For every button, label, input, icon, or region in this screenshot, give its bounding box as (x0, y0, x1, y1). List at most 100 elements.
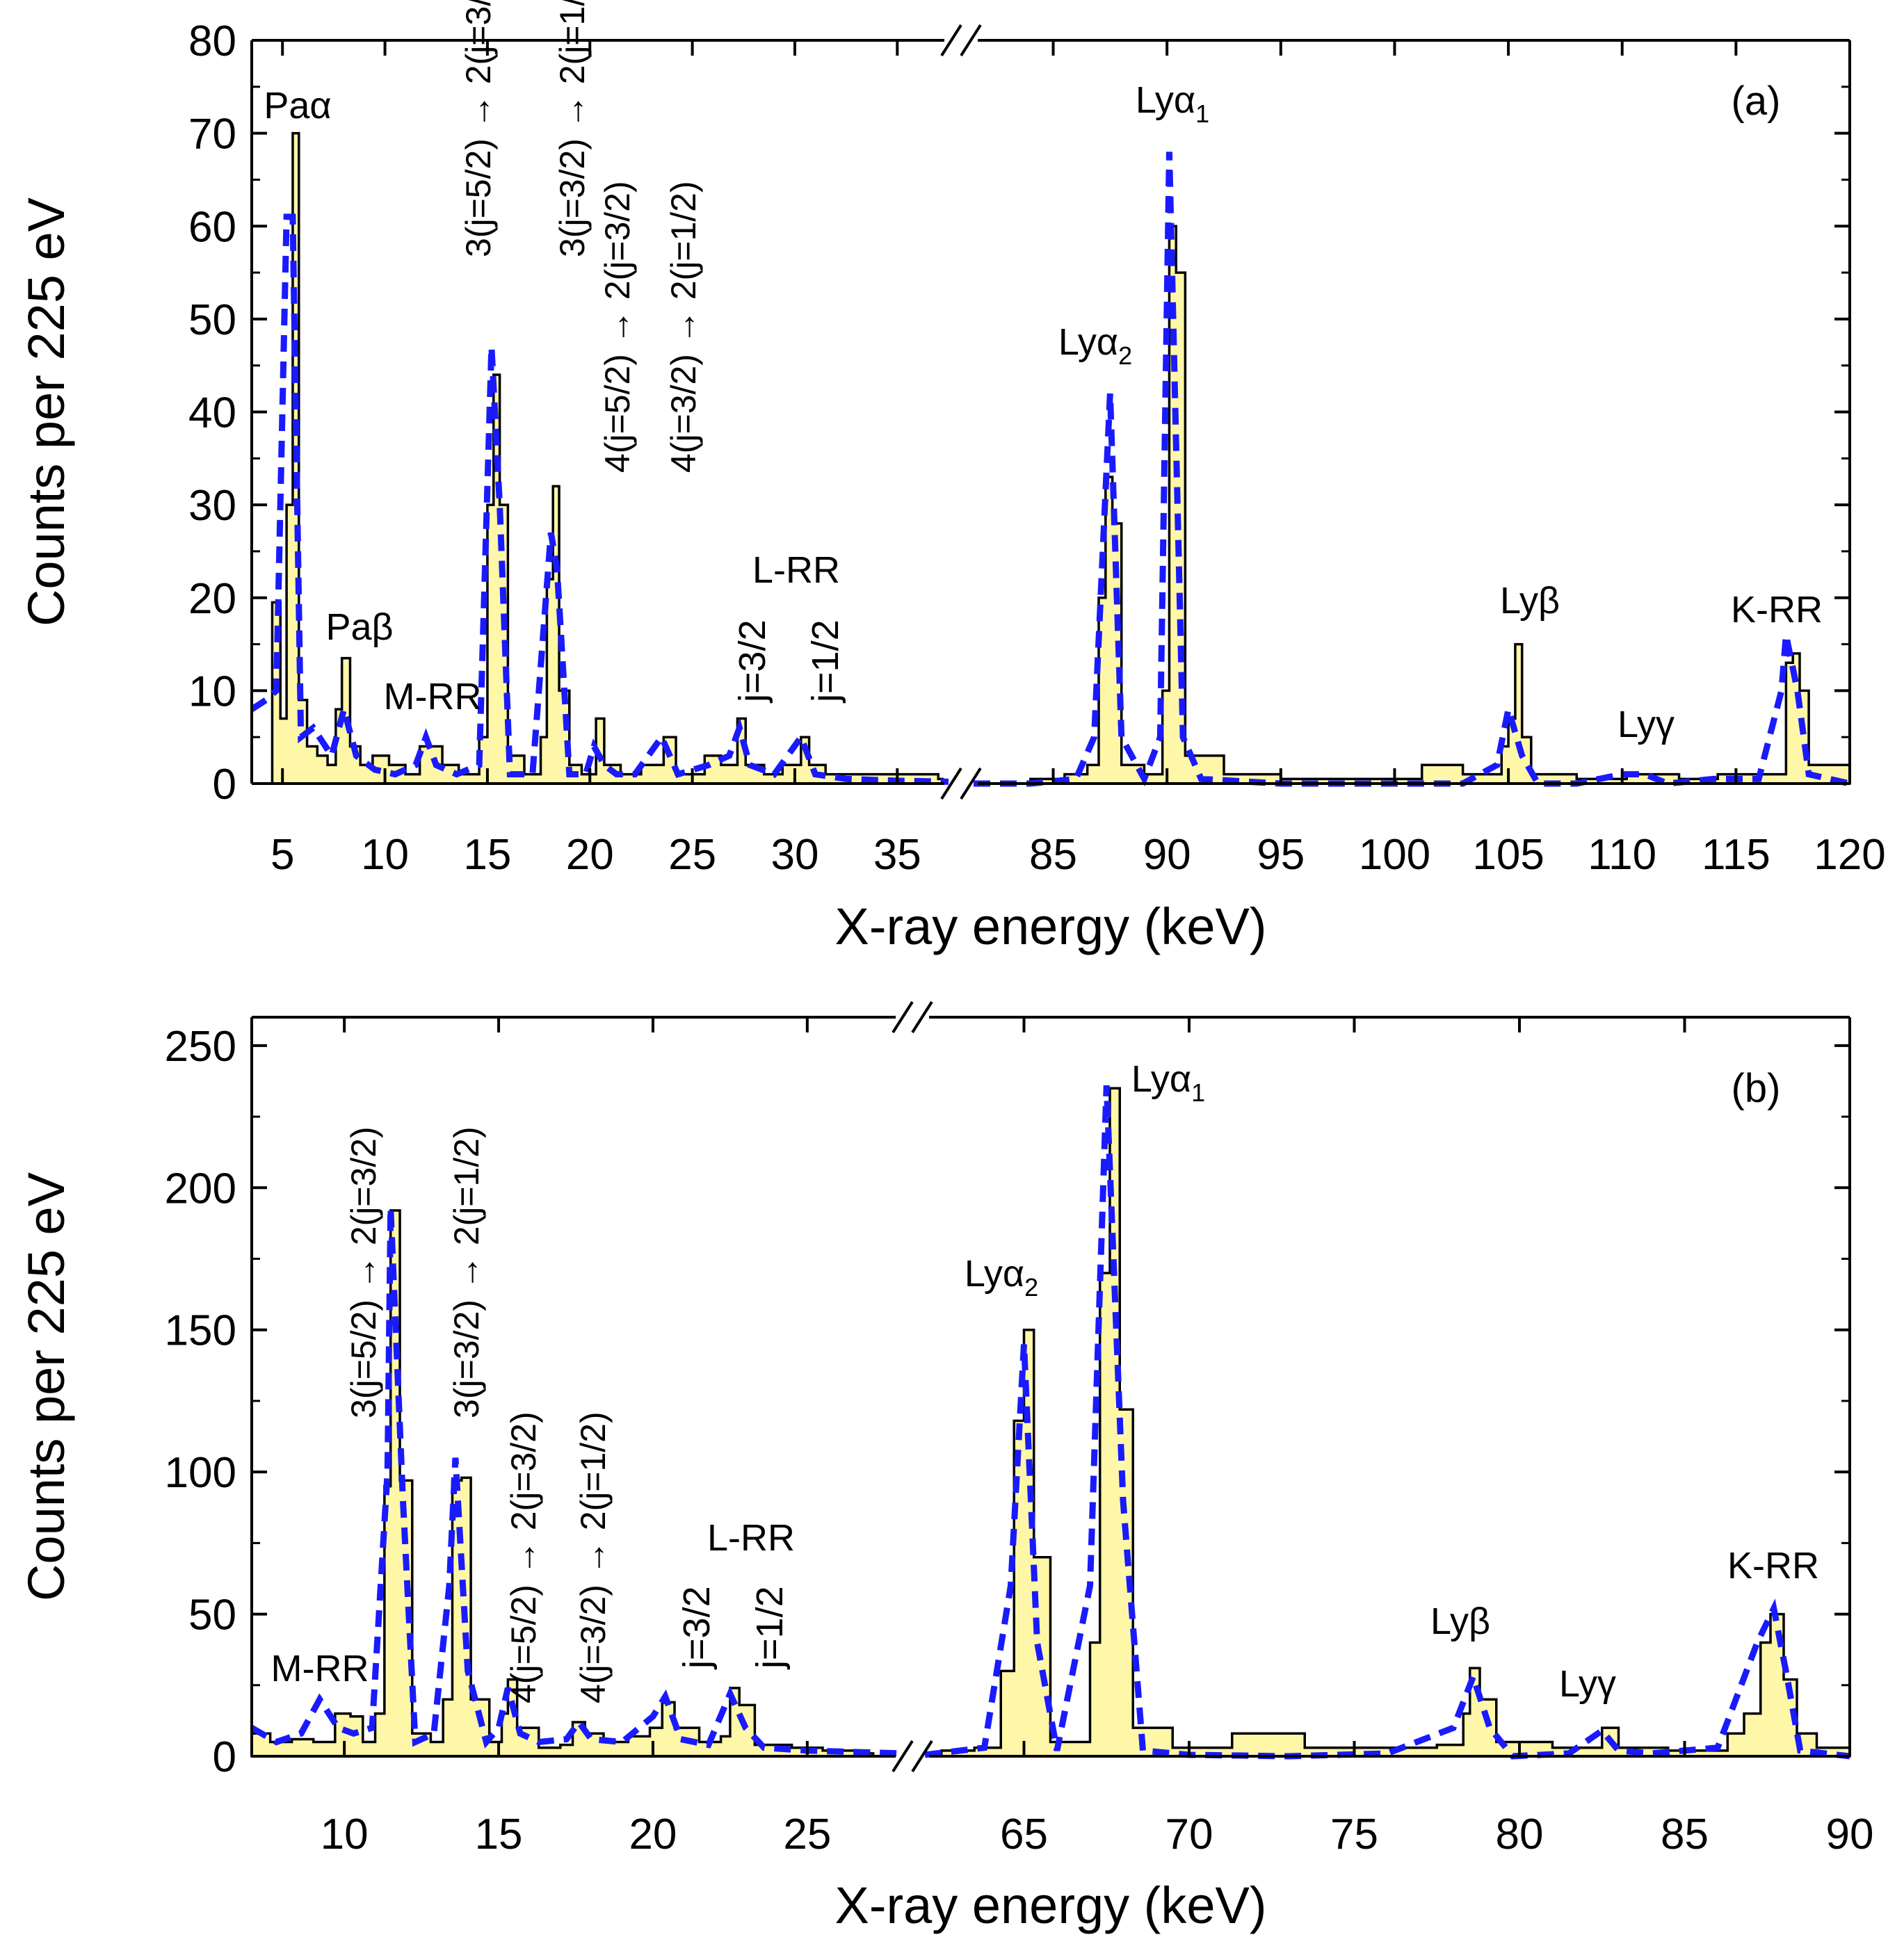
measured-histogram-2 (940, 1087, 1851, 1758)
annotation-text: 4(j=3/2) → 2(j=1/2) (574, 1411, 613, 1703)
x-tick-label: 120 (1814, 831, 1885, 879)
annotation-text: Lyγ (1559, 1663, 1616, 1705)
y-tick-label: 0 (213, 761, 236, 809)
plot-frame (250, 1000, 1851, 1773)
y-tick-label: 50 (188, 1591, 236, 1639)
annotation-text: 3(j=5/2) → 2(j=3/2) (344, 1126, 383, 1418)
x-tick-label: 90 (1826, 1810, 1874, 1858)
annotation-text: 3(j=5/2) → 2(j=3/2) (459, 0, 498, 257)
axis-break-mark-3 (940, 767, 962, 800)
annotation-text: Lyβ (1430, 1601, 1490, 1642)
x-tick-label: 70 (1165, 1810, 1213, 1858)
axis-break-mark-4 (960, 767, 982, 800)
y-tick-label: 0 (213, 1733, 236, 1781)
annotation-subscript: 2 (1118, 341, 1132, 370)
peak-annotation: Paβ (325, 606, 393, 648)
peak-annotation: j=3/2 (732, 619, 773, 704)
y-tick-label: 100 (165, 1449, 236, 1497)
y-tick-label: 250 (165, 1023, 236, 1071)
calculated-curve-1 (250, 213, 949, 785)
x-tick-label: 65 (1000, 1810, 1048, 1858)
peak-annotation: j=1/2 (805, 619, 846, 704)
x-tick-label: 85 (1661, 1810, 1709, 1858)
x-tick-label: 85 (1029, 831, 1077, 879)
annotation-text: L-RR (707, 1517, 795, 1559)
annotation-text: 3(j=3/2) → 2(j=1/2) (447, 1126, 486, 1418)
panel-b: 0 50 100 150 200 250 10 15 20 25 65 70 75 80 85 90 X-ray… (17, 1000, 1874, 1934)
annotation-subscript: 2 (1024, 1273, 1038, 1302)
annotation-text: Lyγ (1617, 704, 1675, 745)
y-tick-label: 60 (188, 203, 236, 251)
annotation-text: Lyα (1131, 1058, 1191, 1100)
peak-annotation: 3(j=5/2) → 2(j=3/2) (459, 0, 498, 257)
peak-annotation: Lyα1 (1136, 79, 1209, 128)
y-axis-title: Counts per 225 eV (17, 197, 75, 626)
axis-break-mark-2 (911, 1000, 933, 1034)
y-tick-label: 200 (165, 1165, 236, 1213)
x-tick-label: 10 (361, 831, 409, 879)
peak-annotation: 3(j=5/2) → 2(j=3/2) (344, 1126, 383, 1418)
annotation-text: Paβ (325, 606, 393, 648)
y-tick-label: 40 (188, 389, 236, 437)
y-tick-label: 30 (188, 482, 236, 530)
annotation-text: Lyβ (1500, 580, 1560, 622)
annotation-text: 3(j=3/2) → 2(j=1/2) (553, 0, 592, 257)
peak-annotation: M-RR (384, 676, 482, 718)
peak-annotation: K-RR (1731, 589, 1823, 631)
panel-label: (b) (1732, 1066, 1781, 1111)
peak-annotation: 4(j=5/2) → 2(j=3/2) (598, 181, 637, 473)
panel-label: (a) (1732, 79, 1781, 124)
annotation-text: Lyα (965, 1253, 1024, 1295)
peak-annotation: 4(j=3/2) → 2(j=1/2) (574, 1411, 613, 1703)
x-tick-label: 100 (1359, 831, 1430, 879)
peak-annotation: L-RR (752, 549, 840, 591)
peak-annotation: Lyγ (1559, 1663, 1616, 1705)
peak-annotation: K-RR (1727, 1545, 1819, 1587)
x-axis-title: X-ray energy (keV) (835, 898, 1267, 955)
x-tick-label: 75 (1330, 1810, 1378, 1858)
peak-annotation: Lyα1 (1131, 1058, 1205, 1107)
peak-annotation: Lyα2 (1058, 321, 1132, 370)
axis-break-mark-3 (892, 1740, 914, 1773)
annotation-text: M-RR (271, 1648, 369, 1689)
axis-break-mark-1 (940, 24, 962, 57)
y-tick-label: 150 (165, 1307, 236, 1355)
annotation-text: 4(j=3/2) → 2(j=1/2) (664, 181, 703, 473)
x-tick-label: 25 (783, 1810, 831, 1858)
y-axis-title: Counts per 225 eV (17, 1172, 75, 1601)
x-tick-label: 95 (1257, 831, 1305, 879)
y-tick-label: 50 (188, 296, 236, 344)
annotation-text: j=3/2 (732, 619, 773, 704)
peak-annotation: M-RR (271, 1648, 369, 1689)
annotation-text: Lyα (1058, 321, 1118, 363)
axis-break-mark-2 (960, 24, 982, 57)
peak-annotation: 3(j=3/2) → 2(j=1/2) (447, 1126, 486, 1418)
axis-break-mark-1 (892, 1000, 914, 1034)
annotation-text: 4(j=5/2) → 2(j=3/2) (598, 181, 637, 473)
peak-annotation: 4(j=3/2) → 2(j=1/2) (664, 181, 703, 473)
y-tick-label: 20 (188, 575, 236, 623)
peak-annotation: Lyγ (1617, 704, 1675, 745)
annotation-text: K-RR (1727, 1545, 1819, 1587)
peak-annotation: Lyβ (1500, 580, 1560, 622)
x-tick-label: 110 (1588, 831, 1656, 879)
annotation-text: j=3/2 (676, 1586, 718, 1670)
peak-annotation: j=1/2 (749, 1586, 791, 1670)
annotation-text: 4(j=5/2) → 2(j=3/2) (504, 1411, 543, 1703)
peak-annotation: L-RR (707, 1517, 795, 1559)
annotation-text: j=1/2 (749, 1586, 791, 1670)
annotation-subscript: 1 (1195, 99, 1209, 128)
x-axis-title: X-ray energy (keV) (835, 1877, 1267, 1934)
x-tick-label: 115 (1702, 831, 1770, 879)
peak-annotation: Lyα2 (965, 1253, 1038, 1302)
calculated-curve-2 (924, 1085, 1850, 1760)
calculated-curve-2 (974, 152, 1850, 787)
annotation-text: Paα (264, 85, 331, 127)
x-tick-label: 90 (1143, 831, 1191, 879)
peak-annotation: Paα (264, 85, 331, 127)
x-tick-label: 30 (771, 831, 818, 879)
x-tick-label: 15 (475, 1810, 523, 1858)
x-tick-label: 105 (1472, 831, 1544, 879)
x-tick-label: 80 (1496, 1810, 1544, 1858)
